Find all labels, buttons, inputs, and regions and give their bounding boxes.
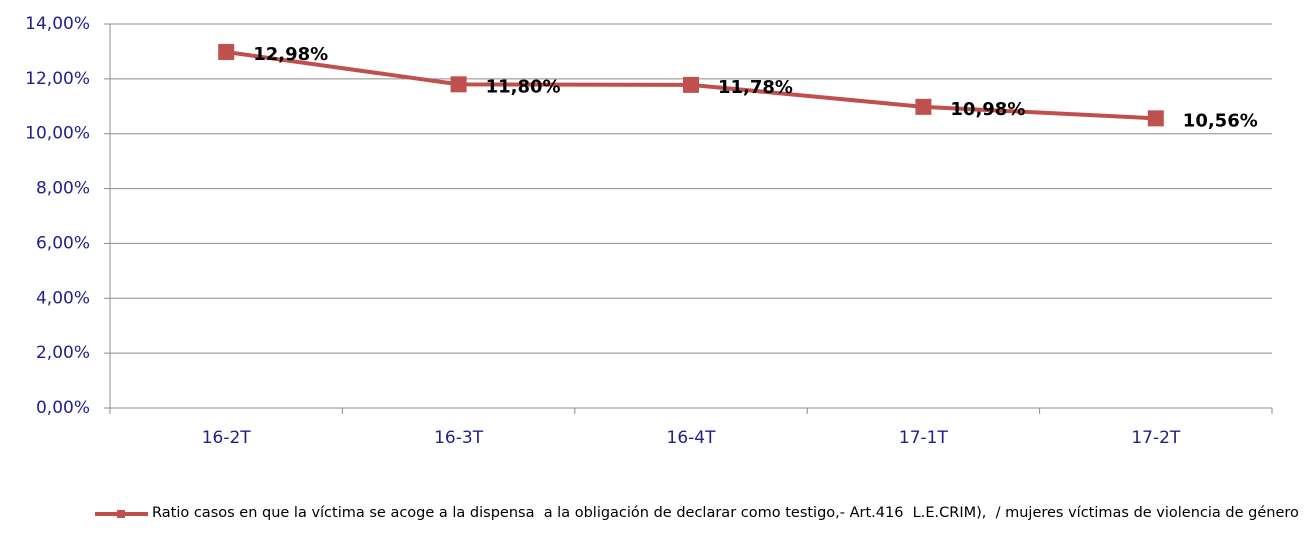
- data-label: 10,98%: [950, 99, 1025, 120]
- data-label: 12,98%: [253, 44, 328, 65]
- x-tick-label: 16-3T: [434, 428, 484, 448]
- y-tick-label: 6,00%: [36, 233, 90, 253]
- point-marker: [450, 76, 467, 93]
- point-marker: [218, 43, 235, 60]
- y-tick-label: 0,00%: [36, 398, 90, 418]
- data-label: 11,80%: [486, 76, 561, 97]
- x-tick-label: 17-2T: [1131, 428, 1181, 448]
- legend-marker: [117, 510, 125, 518]
- point-marker: [1147, 110, 1164, 127]
- data-label: 10,56%: [1183, 110, 1258, 131]
- x-tick-label: 16-2T: [202, 428, 252, 448]
- y-tick-label: 8,00%: [36, 179, 90, 199]
- y-tick-label: 10,00%: [25, 124, 90, 144]
- data-label: 11,78%: [718, 77, 793, 98]
- y-tick-label: 2,00%: [36, 343, 90, 363]
- point-marker: [915, 98, 932, 115]
- y-tick-label: 14,00%: [25, 14, 90, 34]
- y-tick-label: 12,00%: [25, 69, 90, 89]
- point-marker: [683, 76, 699, 93]
- x-tick-label: 16-4T: [667, 428, 717, 448]
- y-tick-label: 4,00%: [36, 288, 90, 308]
- x-tick-label: 17-1T: [899, 428, 949, 448]
- legend-label: Ratio casos en que la víctima se acoge a…: [152, 505, 1299, 521]
